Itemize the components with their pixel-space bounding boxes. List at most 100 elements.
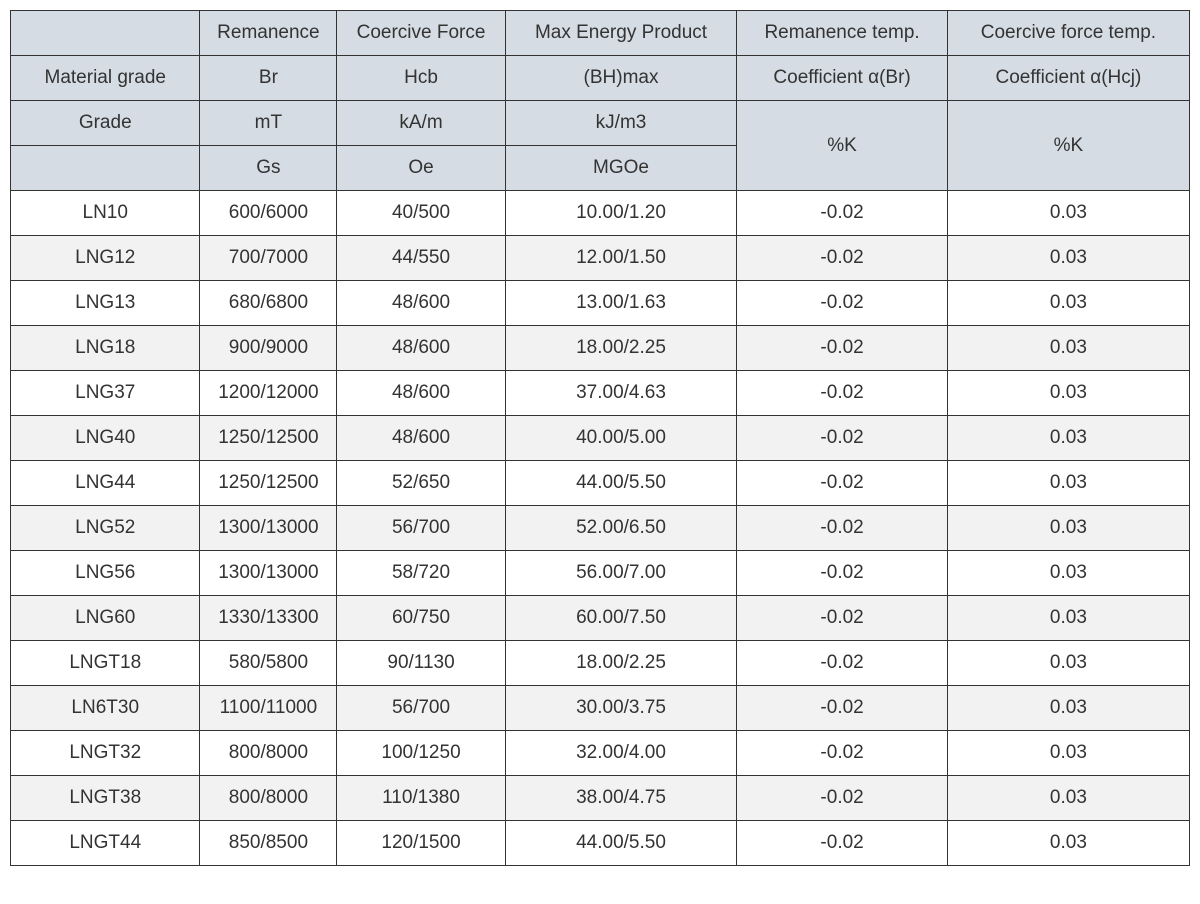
table-cell: 1330/13300 <box>200 596 337 641</box>
table-cell: 680/6800 <box>200 281 337 326</box>
header-blank <box>11 11 200 56</box>
table-cell: 0.03 <box>947 821 1189 866</box>
table-cell: 1200/12000 <box>200 371 337 416</box>
header-grade: Grade <box>11 101 200 146</box>
header-hcb: Hcb <box>337 56 505 101</box>
table-cell: 40/500 <box>337 191 505 236</box>
header-gs: Gs <box>200 146 337 191</box>
header-row-units-1: Grade mT kA/m kJ/m3 %K %K <box>11 101 1190 146</box>
header-bhmax: (BH)max <box>505 56 737 101</box>
table-cell: LNGT38 <box>11 776 200 821</box>
header-oe: Oe <box>337 146 505 191</box>
table-cell: 0.03 <box>947 416 1189 461</box>
table-cell: LNG56 <box>11 551 200 596</box>
header-mt: mT <box>200 101 337 146</box>
table-cell: 800/8000 <box>200 731 337 776</box>
table-cell: 900/9000 <box>200 326 337 371</box>
table-row: LN6T301100/1100056/70030.00/3.75-0.020.0… <box>11 686 1190 731</box>
header-material-grade: Material grade <box>11 56 200 101</box>
table-cell: -0.02 <box>737 371 948 416</box>
header-pctk-br: %K <box>737 101 948 191</box>
table-cell: 37.00/4.63 <box>505 371 737 416</box>
table-row: LNGT44850/8500120/150044.00/5.50-0.020.0… <box>11 821 1190 866</box>
table-cell: 0.03 <box>947 731 1189 776</box>
header-br: Br <box>200 56 337 101</box>
table-row: LNGT38800/8000110/138038.00/4.75-0.020.0… <box>11 776 1190 821</box>
table-row: LNG18900/900048/60018.00/2.25-0.020.03 <box>11 326 1190 371</box>
table-cell: LNG60 <box>11 596 200 641</box>
table-cell: 0.03 <box>947 236 1189 281</box>
table-cell: 30.00/3.75 <box>505 686 737 731</box>
table-cell: 56/700 <box>337 506 505 551</box>
table-cell: LNG18 <box>11 326 200 371</box>
table-cell: -0.02 <box>737 821 948 866</box>
header-kjm3: kJ/m3 <box>505 101 737 146</box>
table-cell: LNG40 <box>11 416 200 461</box>
header-coercive-force-temp: Coercive force temp. <box>947 11 1189 56</box>
table-row: LNG521300/1300056/70052.00/6.50-0.020.03 <box>11 506 1190 551</box>
table-cell: -0.02 <box>737 641 948 686</box>
header-remanence: Remanence <box>200 11 337 56</box>
table-cell: LNGT18 <box>11 641 200 686</box>
table-cell: 1100/11000 <box>200 686 337 731</box>
table-cell: 60.00/7.50 <box>505 596 737 641</box>
table-cell: 1250/12500 <box>200 461 337 506</box>
table-cell: 44.00/5.50 <box>505 461 737 506</box>
table-cell: LNG52 <box>11 506 200 551</box>
table-cell: 38.00/4.75 <box>505 776 737 821</box>
table-cell: -0.02 <box>737 506 948 551</box>
table-cell: -0.02 <box>737 596 948 641</box>
table-cell: 1300/13000 <box>200 551 337 596</box>
table-cell: 18.00/2.25 <box>505 326 737 371</box>
table-cell: 60/750 <box>337 596 505 641</box>
table-cell: 32.00/4.00 <box>505 731 737 776</box>
table-cell: -0.02 <box>737 236 948 281</box>
table-cell: LNGT32 <box>11 731 200 776</box>
table-cell: -0.02 <box>737 686 948 731</box>
table-cell: LN10 <box>11 191 200 236</box>
table-cell: -0.02 <box>737 281 948 326</box>
table-cell: 1300/13000 <box>200 506 337 551</box>
table-cell: LNG12 <box>11 236 200 281</box>
table-cell: -0.02 <box>737 551 948 596</box>
table-cell: 0.03 <box>947 641 1189 686</box>
table-row: LN10600/600040/50010.00/1.20-0.020.03 <box>11 191 1190 236</box>
header-pctk-hcj: %K <box>947 101 1189 191</box>
table-cell: 58/720 <box>337 551 505 596</box>
table-cell: 90/1130 <box>337 641 505 686</box>
material-grade-table: Remanence Coercive Force Max Energy Prod… <box>10 10 1190 866</box>
table-header: Remanence Coercive Force Max Energy Prod… <box>11 11 1190 191</box>
header-max-energy-product: Max Energy Product <box>505 11 737 56</box>
header-coef-hcj: Coefficient α(Hcj) <box>947 56 1189 101</box>
table-cell: 44/550 <box>337 236 505 281</box>
table-row: LNGT32800/8000100/125032.00/4.00-0.020.0… <box>11 731 1190 776</box>
table-cell: LNG37 <box>11 371 200 416</box>
table-cell: 0.03 <box>947 686 1189 731</box>
table-cell: 48/600 <box>337 371 505 416</box>
table-cell: 0.03 <box>947 461 1189 506</box>
table-cell: 18.00/2.25 <box>505 641 737 686</box>
table-row: LNG401250/1250048/60040.00/5.00-0.020.03 <box>11 416 1190 461</box>
table-cell: 13.00/1.63 <box>505 281 737 326</box>
table-cell: 0.03 <box>947 776 1189 821</box>
table-cell: -0.02 <box>737 326 948 371</box>
table-cell: LN6T30 <box>11 686 200 731</box>
table-cell: 12.00/1.50 <box>505 236 737 281</box>
table-cell: 48/600 <box>337 326 505 371</box>
table-row: LNG561300/1300058/72056.00/7.00-0.020.03 <box>11 551 1190 596</box>
table-row: LNG371200/1200048/60037.00/4.63-0.020.03 <box>11 371 1190 416</box>
table-cell: -0.02 <box>737 731 948 776</box>
table-cell: LNG44 <box>11 461 200 506</box>
table-cell: 56/700 <box>337 686 505 731</box>
table-cell: 0.03 <box>947 326 1189 371</box>
table-cell: -0.02 <box>737 776 948 821</box>
table-cell: 700/7000 <box>200 236 337 281</box>
table-cell: 0.03 <box>947 191 1189 236</box>
header-blank-2 <box>11 146 200 191</box>
table-cell: 48/600 <box>337 281 505 326</box>
table-body: LN10600/600040/50010.00/1.20-0.020.03LNG… <box>11 191 1190 866</box>
table-cell: 56.00/7.00 <box>505 551 737 596</box>
header-row-symbols: Material grade Br Hcb (BH)max Coefficien… <box>11 56 1190 101</box>
header-remanence-temp: Remanence temp. <box>737 11 948 56</box>
table-cell: 600/6000 <box>200 191 337 236</box>
